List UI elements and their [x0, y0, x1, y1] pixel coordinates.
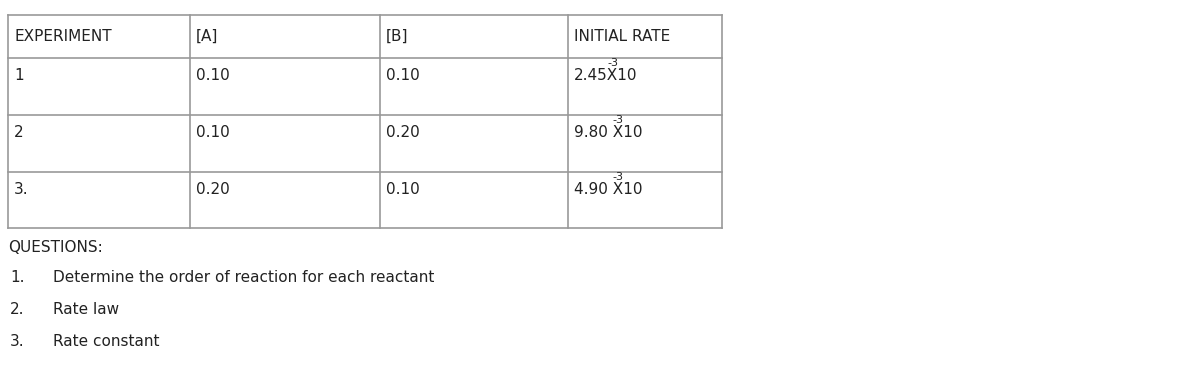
- Text: 0.10: 0.10: [196, 68, 229, 83]
- Text: -3: -3: [607, 58, 618, 68]
- Text: Rate law: Rate law: [53, 302, 119, 317]
- Text: -3: -3: [612, 115, 623, 125]
- Text: Rate constant: Rate constant: [53, 334, 160, 349]
- Text: 2.45X10: 2.45X10: [574, 68, 637, 83]
- Text: -3: -3: [612, 172, 623, 182]
- Text: Determine the order of reaction for each reactant: Determine the order of reaction for each…: [53, 270, 434, 285]
- Text: 0.20: 0.20: [386, 125, 420, 140]
- Text: 0.10: 0.10: [196, 125, 229, 140]
- Text: QUESTIONS:: QUESTIONS:: [8, 240, 103, 255]
- Text: EXPERIMENT: EXPERIMENT: [14, 29, 112, 44]
- Text: 1.: 1.: [10, 270, 24, 285]
- Text: 0.10: 0.10: [386, 182, 420, 197]
- Text: 3.: 3.: [10, 334, 25, 349]
- Text: 2: 2: [14, 125, 24, 140]
- Text: 3.: 3.: [14, 182, 29, 197]
- Text: 0.20: 0.20: [196, 182, 229, 197]
- Text: 2.: 2.: [10, 302, 24, 317]
- Text: 4.90 X10: 4.90 X10: [574, 182, 642, 197]
- Text: [A]: [A]: [196, 29, 218, 44]
- Text: [B]: [B]: [386, 29, 408, 44]
- Text: 9.80 X10: 9.80 X10: [574, 125, 642, 140]
- FancyBboxPatch shape: [8, 15, 722, 228]
- Text: 1: 1: [14, 68, 24, 83]
- Text: INITIAL RATE: INITIAL RATE: [574, 29, 671, 44]
- Text: 0.10: 0.10: [386, 68, 420, 83]
